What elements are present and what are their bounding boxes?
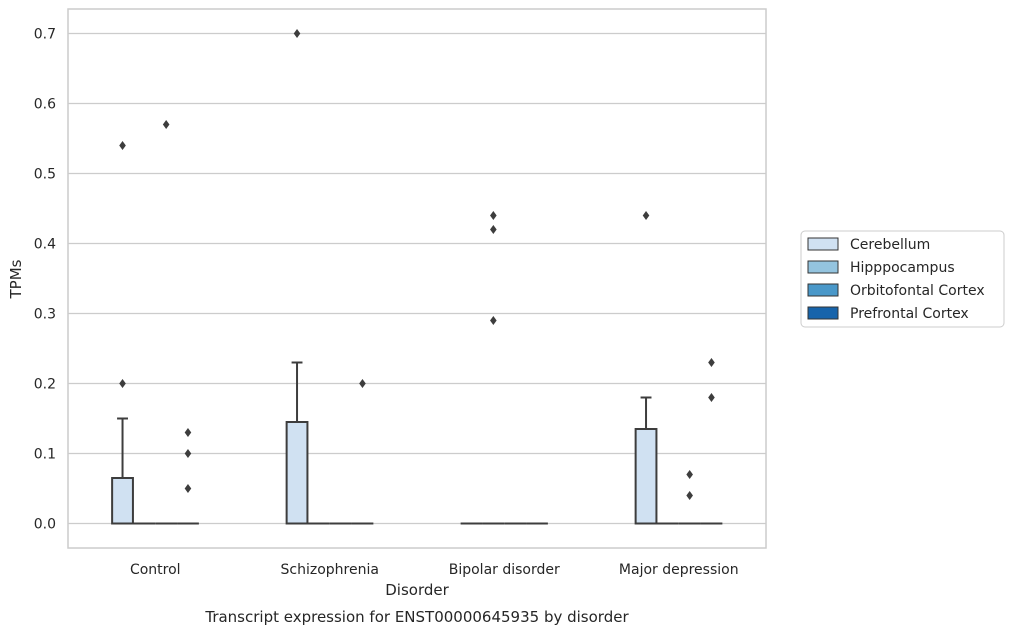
outlier-point — [490, 225, 497, 234]
outlier-point — [184, 449, 192, 458]
outlier-point — [490, 211, 497, 220]
outlier-point — [119, 141, 126, 150]
legend-frame — [800, 230, 1005, 328]
x-axis-label: Disorder — [385, 581, 449, 599]
box-cerebellum — [634, 211, 658, 525]
plot-background — [68, 9, 766, 548]
outlier-point — [184, 484, 192, 493]
box-cerebellum — [285, 29, 309, 525]
legend-label: Prefrontal Cortex — [850, 306, 969, 322]
box-body — [111, 477, 134, 525]
box-body — [634, 428, 658, 525]
y-axis-label: TPMs — [7, 259, 25, 299]
outlier-point — [708, 358, 715, 367]
legend: Cerebellum Hipppocampus Orbitofontal Corte… — [800, 230, 1005, 328]
outlier-point — [162, 120, 170, 129]
box-body — [285, 421, 309, 525]
outlier-point — [359, 379, 366, 388]
legend-swatch — [807, 260, 839, 274]
chart-caption: Transcript expression for ENST0000064593… — [204, 608, 629, 626]
y-tick-labels: 0.0 0.1 0.2 0.3 0.4 0.5 0.6 0.7 — [34, 27, 56, 533]
y-tick-label: 0.0 — [34, 517, 56, 533]
outlier-point — [708, 393, 715, 402]
outlier-point — [184, 428, 192, 437]
outlier-point — [119, 379, 126, 388]
box-cerebellum — [111, 141, 134, 525]
outlier-point — [642, 211, 650, 220]
x-tick-label: Control — [130, 562, 181, 578]
x-tick-label: Schizophrenia — [281, 562, 379, 578]
legend-swatch — [807, 306, 839, 320]
x-tick-label: Bipolar disorder — [449, 562, 560, 578]
x-tick-labels: Control Schizophrenia Bipolar disorder Majo… — [130, 562, 739, 578]
y-tick-label: 0.3 — [34, 307, 56, 323]
y-tick-label: 0.7 — [34, 27, 56, 43]
y-tick-label: 0.2 — [34, 377, 56, 393]
legend-swatch — [807, 283, 839, 297]
box-orbitofontal-cortex — [678, 470, 701, 525]
legend-label: Cerebellum — [850, 237, 930, 253]
box-prefrontal-cortex — [177, 428, 199, 525]
y-tick-label: 0.6 — [34, 97, 56, 113]
box-prefrontal-cortex — [700, 358, 723, 525]
y-tick-label: 0.5 — [34, 167, 56, 183]
box-plots — [111, 29, 723, 525]
box-hipppocampus — [482, 211, 505, 525]
legend-label: Orbitofontal Cortex — [850, 283, 985, 299]
outlier-point — [686, 491, 693, 500]
outlier-point — [686, 470, 693, 479]
box-prefrontal-cortex — [351, 379, 374, 525]
legend-swatch — [807, 237, 839, 251]
y-tick-label: 0.1 — [34, 447, 56, 463]
y-tick-label: 0.4 — [34, 237, 56, 253]
legend-label: Hipppocampus — [850, 260, 955, 276]
x-tick-label: Major depression — [619, 562, 739, 578]
plot-frame — [67, 8, 767, 549]
outlier-point — [293, 29, 301, 38]
box-orbitofontal-cortex — [155, 120, 178, 525]
outlier-point — [490, 316, 497, 325]
grid-lines — [68, 32, 766, 525]
